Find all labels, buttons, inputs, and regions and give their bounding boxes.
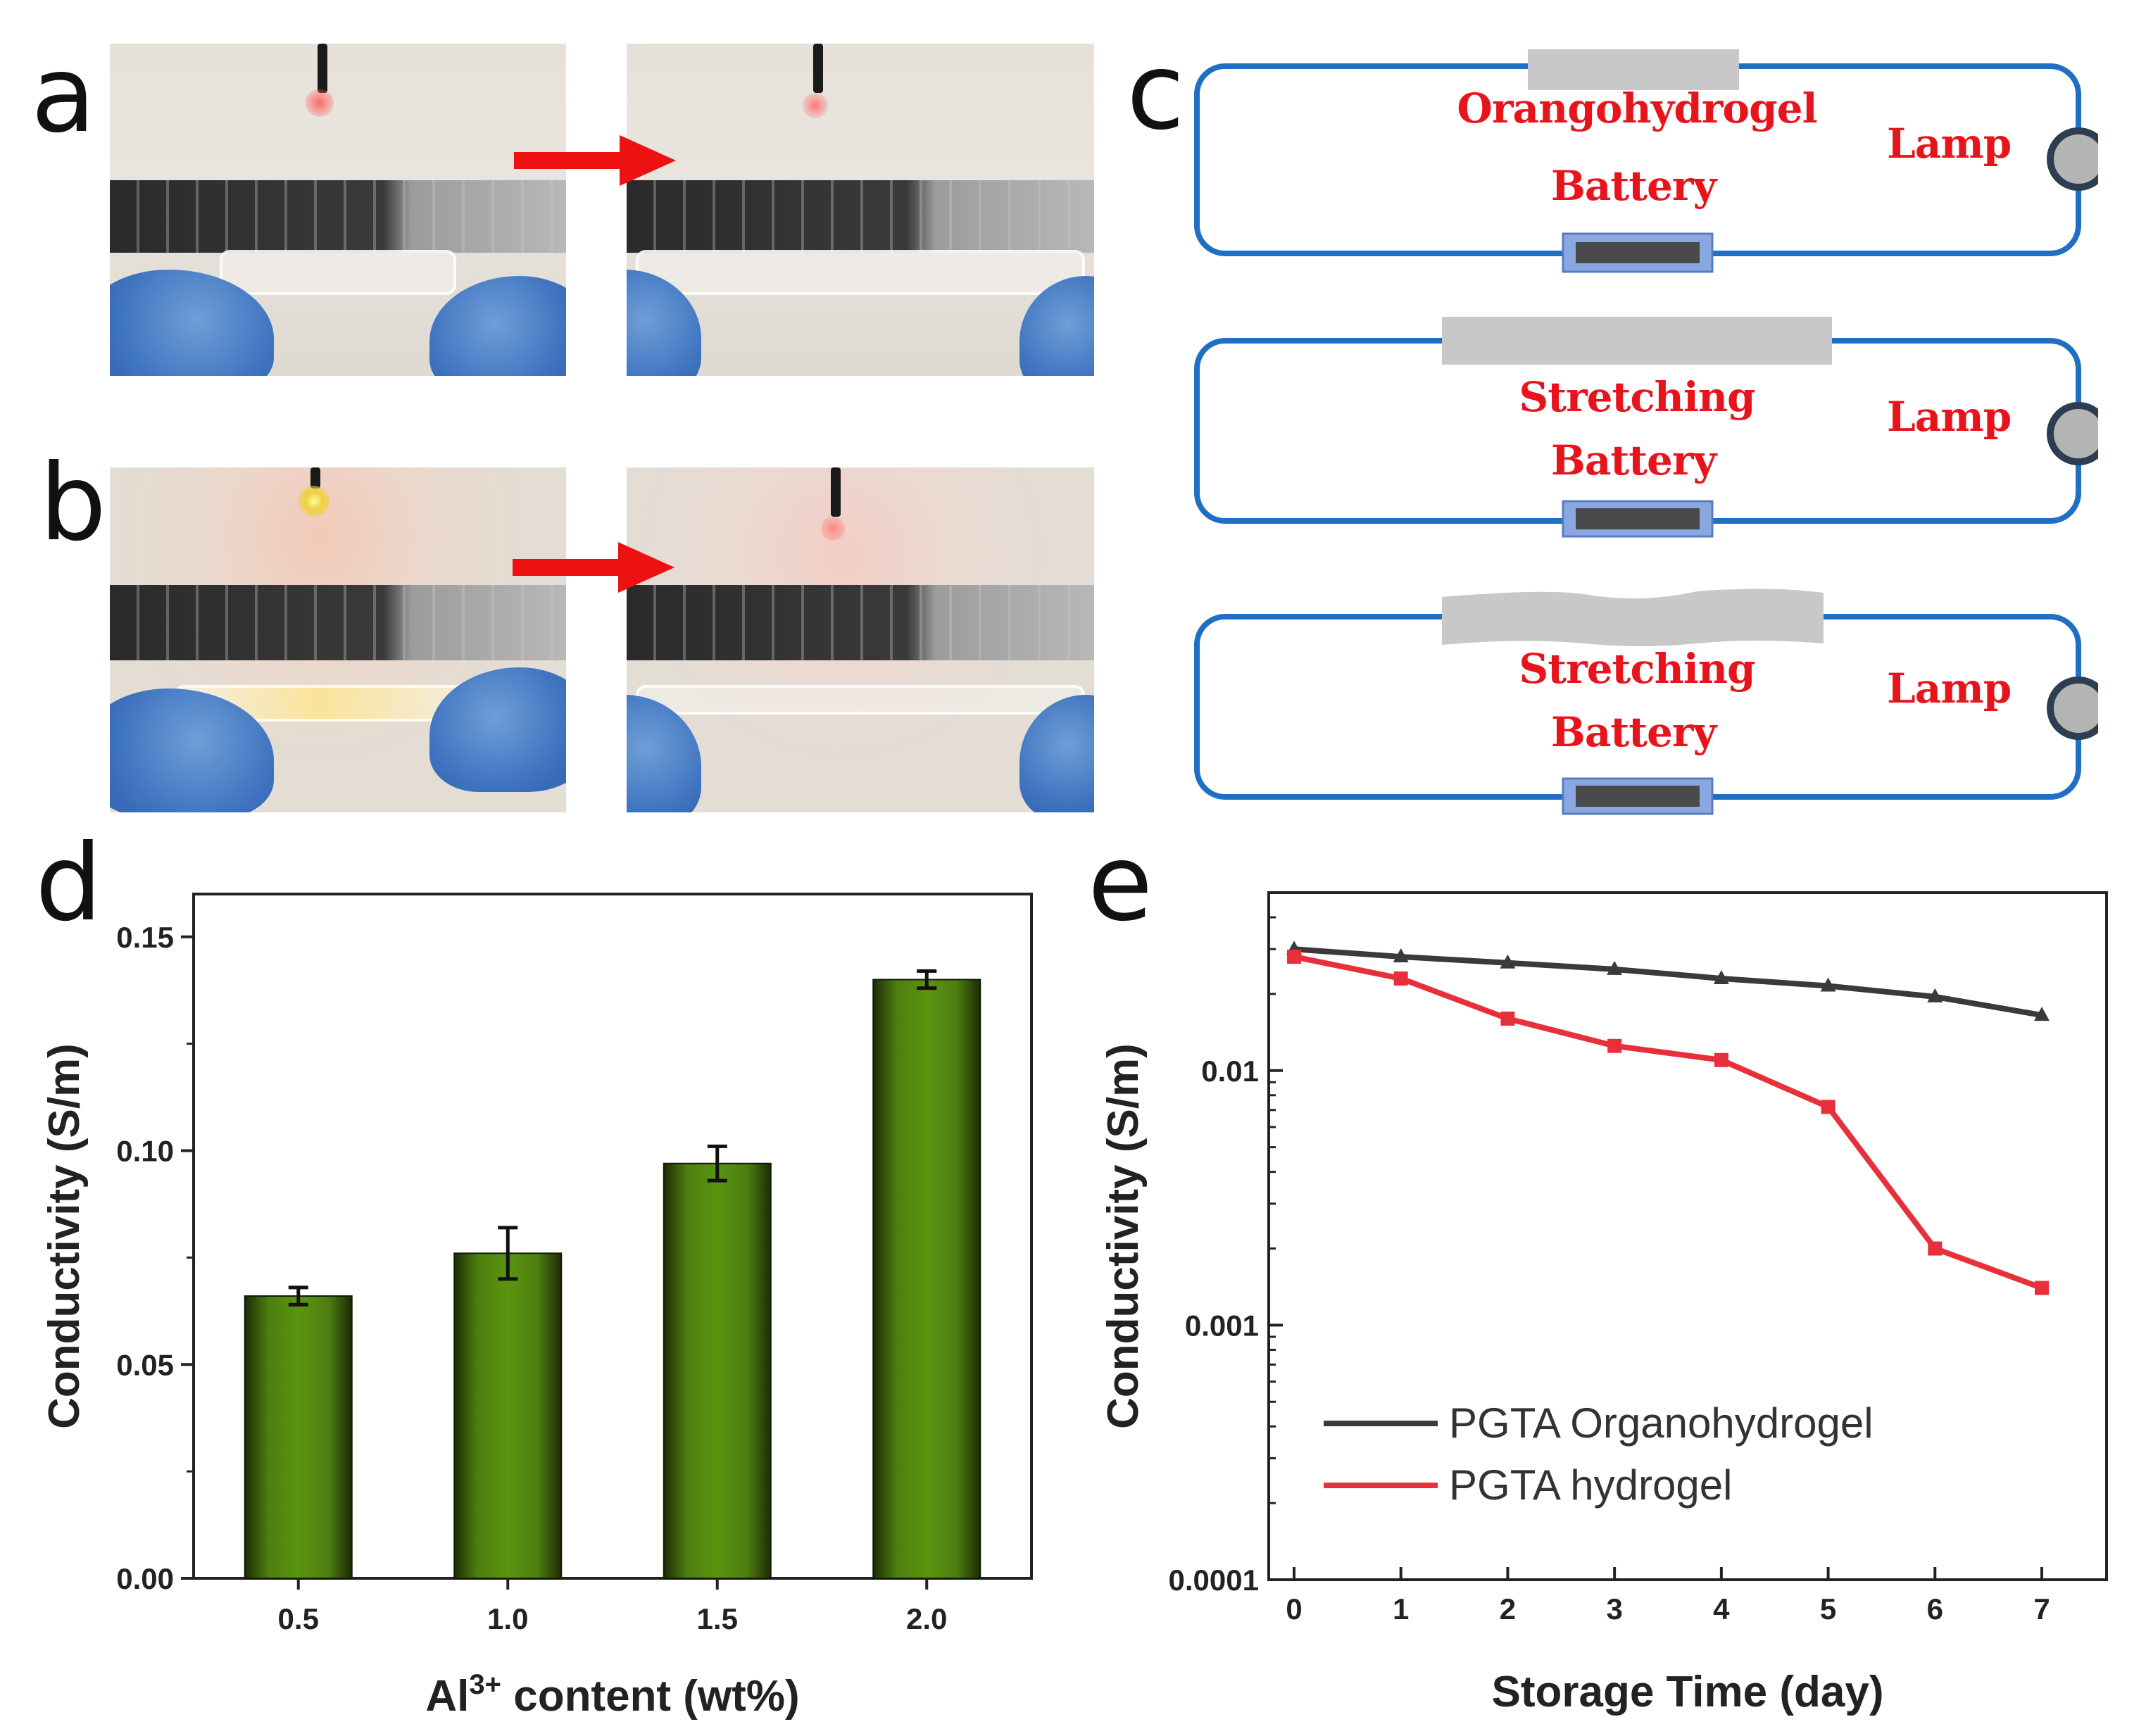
data-point (1927, 988, 1943, 1002)
battery-label: Battery (1550, 436, 1717, 484)
data-point (1607, 960, 1623, 975)
data-point (1820, 977, 1836, 992)
y-axis-label: Conductivity (S/m) (1099, 1043, 1148, 1429)
bar (244, 1295, 353, 1579)
x-tick-label: 1.0 (487, 1602, 528, 1635)
data-point (1928, 1241, 1943, 1256)
arrow-right-icon (514, 135, 676, 186)
x-tick-label: 7 (2033, 1592, 2050, 1625)
series-line (1293, 954, 2043, 1291)
data-point (1714, 1052, 1728, 1067)
plot-frame (192, 893, 1033, 1580)
lamp-label: Lamp (1887, 120, 2012, 168)
panel-label-e: e (1088, 822, 1153, 945)
panel-label-b: b (39, 442, 107, 565)
x-tick-label: 1.5 (697, 1602, 738, 1635)
x-axis-label-main: Al (425, 1672, 469, 1721)
battery-icon (1562, 777, 1714, 815)
led-icon (310, 467, 320, 489)
x-tick-label: 2 (1500, 1592, 1516, 1625)
photo-a-before (110, 44, 566, 376)
y-tick-label: 0.001 (1185, 1309, 1259, 1342)
data-point (1607, 1038, 1622, 1053)
lamp-icon (2047, 677, 2098, 740)
led-icon (831, 467, 841, 517)
lamp-label: Lamp (1887, 393, 2012, 441)
bar (453, 1252, 563, 1579)
y-tick-label: 0.00 (116, 1562, 174, 1595)
legend-label: PGTA Organohydrogel (1449, 1400, 1874, 1447)
x-tick-label: 0 (1286, 1592, 1302, 1625)
gel-block (1442, 589, 1824, 646)
x-axis-label: Al3+ content (wt%) (425, 1669, 799, 1721)
arrow-right-icon (513, 542, 674, 593)
y-tick-label: 0.01 (1201, 1055, 1259, 1088)
data-point (1500, 1011, 1515, 1026)
data-point (1393, 948, 1409, 963)
photo-b-after (627, 467, 1094, 812)
line-chart-e: 0.0001 0.001 0.01 0 1 2 3 4 5 6 7 PGTA Organohydrog… (1099, 891, 2108, 1716)
x-tick-label: 1 (1393, 1592, 1409, 1625)
data-point (1713, 969, 1729, 984)
y-tick-label: 0.15 (116, 921, 174, 954)
series-line (1293, 946, 2043, 1019)
lamp-label: Lamp (1887, 665, 2012, 712)
plot-frame (1267, 891, 2108, 1581)
lamp-icon (2047, 127, 2098, 191)
bar (872, 979, 981, 1579)
x-axis-label: Storage Time (day) (1491, 1668, 1883, 1716)
x-tick-label: 3 (1606, 1592, 1622, 1625)
led-icon (813, 44, 823, 93)
y-tick-label: 0.05 (116, 1348, 174, 1381)
photo-b-before (110, 467, 566, 812)
circuit-3 (1194, 589, 2098, 815)
x-tick-label: 0.5 (278, 1602, 319, 1635)
x-axis-label-sup: 3+ (469, 1669, 501, 1700)
x-tick-label: 4 (1713, 1592, 1730, 1625)
gel-block (1528, 49, 1739, 90)
panel-label-a: a (31, 34, 96, 156)
data-point (2034, 1007, 2050, 1021)
photo-a-after (627, 44, 1094, 376)
circuit-2 (1194, 317, 2098, 538)
battery-icon (1562, 232, 1714, 273)
battery-label: Battery (1550, 162, 1717, 210)
bar-chart-d: 0.00 0.05 0.10 0.15 0.5 1.0 1.5 2.0 Conductivity… (40, 893, 1033, 1721)
gel-label: Stretching (1519, 645, 1755, 693)
y-tick-label: 0.10 (116, 1135, 174, 1168)
circuit-1 (1194, 49, 2098, 273)
x-axis-label-rest: content (wt%) (501, 1672, 800, 1721)
panel-label-c: c (1127, 31, 1185, 153)
y-tick-label: 0.0001 (1169, 1564, 1259, 1597)
data-point (1821, 1100, 1836, 1114)
battery-label: Battery (1550, 708, 1717, 756)
data-point (1287, 950, 1301, 964)
data-point (2035, 1281, 2049, 1295)
legend-label: PGTA hydrogel (1449, 1461, 1732, 1509)
battery-icon (1562, 500, 1714, 538)
gel-block (1442, 317, 1832, 365)
gel-label: Stretching (1519, 373, 1755, 421)
x-tick-label: 5 (1820, 1592, 1836, 1625)
y-axis-label: Conductivity (S/m) (40, 1043, 89, 1429)
panel-label-d: d (35, 822, 103, 945)
x-tick-label: 6 (1927, 1592, 1943, 1625)
data-point (1393, 971, 1408, 986)
x-tick-label: 2.0 (906, 1602, 947, 1635)
bar (663, 1162, 772, 1580)
lamp-icon (2047, 402, 2098, 465)
gel-label: Orangohydrogel (1457, 84, 1817, 132)
led-icon (318, 44, 327, 93)
data-point (1500, 954, 1516, 969)
